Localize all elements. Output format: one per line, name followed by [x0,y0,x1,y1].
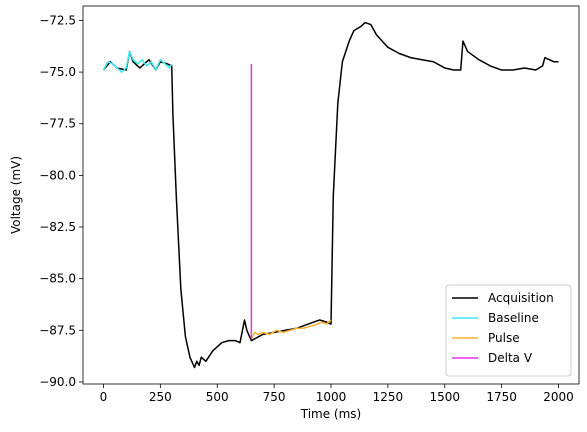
x-tick-label: 250 [149,390,172,404]
y-tick-label: −77.5 [39,117,76,131]
legend: Acquisition Baseline Pulse Delta V [445,284,572,377]
x-tick-label: 500 [206,390,229,404]
x-tick-label: 750 [263,390,286,404]
y-axis-label: Voltage (mV) [9,156,23,234]
x-tick-label: 1000 [316,390,347,404]
x-tick-label: 1750 [486,390,517,404]
series-line-baseline [102,50,173,73]
legend-label-baseline: Baseline [488,311,539,325]
legend-label-pulse: Pulse [488,331,520,345]
x-tick-layer: 0 250 500 750 1000 1250 1500 1750 2000 [100,384,574,404]
y-tick-layer: −90.0 −87.5 −85.0 −82.5 −80.0 −77.5 −75.0 −72.5 [39,13,83,389]
y-tick-label: −80.0 [39,168,76,182]
x-tick-label: 1250 [373,390,404,404]
y-tick-label: −82.5 [39,220,76,234]
y-tick-label: −85.0 [39,272,76,286]
y-tick-label: −75.0 [39,65,76,79]
x-tick-label: 0 [100,390,108,404]
x-tick-label: 1500 [429,390,460,404]
y-tick-label: −90.0 [39,375,76,389]
series-line-pulse [250,319,332,339]
x-axis-label: Time (ms) [300,407,362,421]
y-tick-label: −87.5 [39,323,76,337]
series-layer [102,21,559,369]
x-tick-label: 2000 [543,390,574,404]
legend-label-delta-v: Delta V [488,351,533,365]
legend-box [445,284,572,377]
y-tick-label: −72.5 [39,13,76,27]
legend-label-acquisition: Acquisition [488,291,554,305]
